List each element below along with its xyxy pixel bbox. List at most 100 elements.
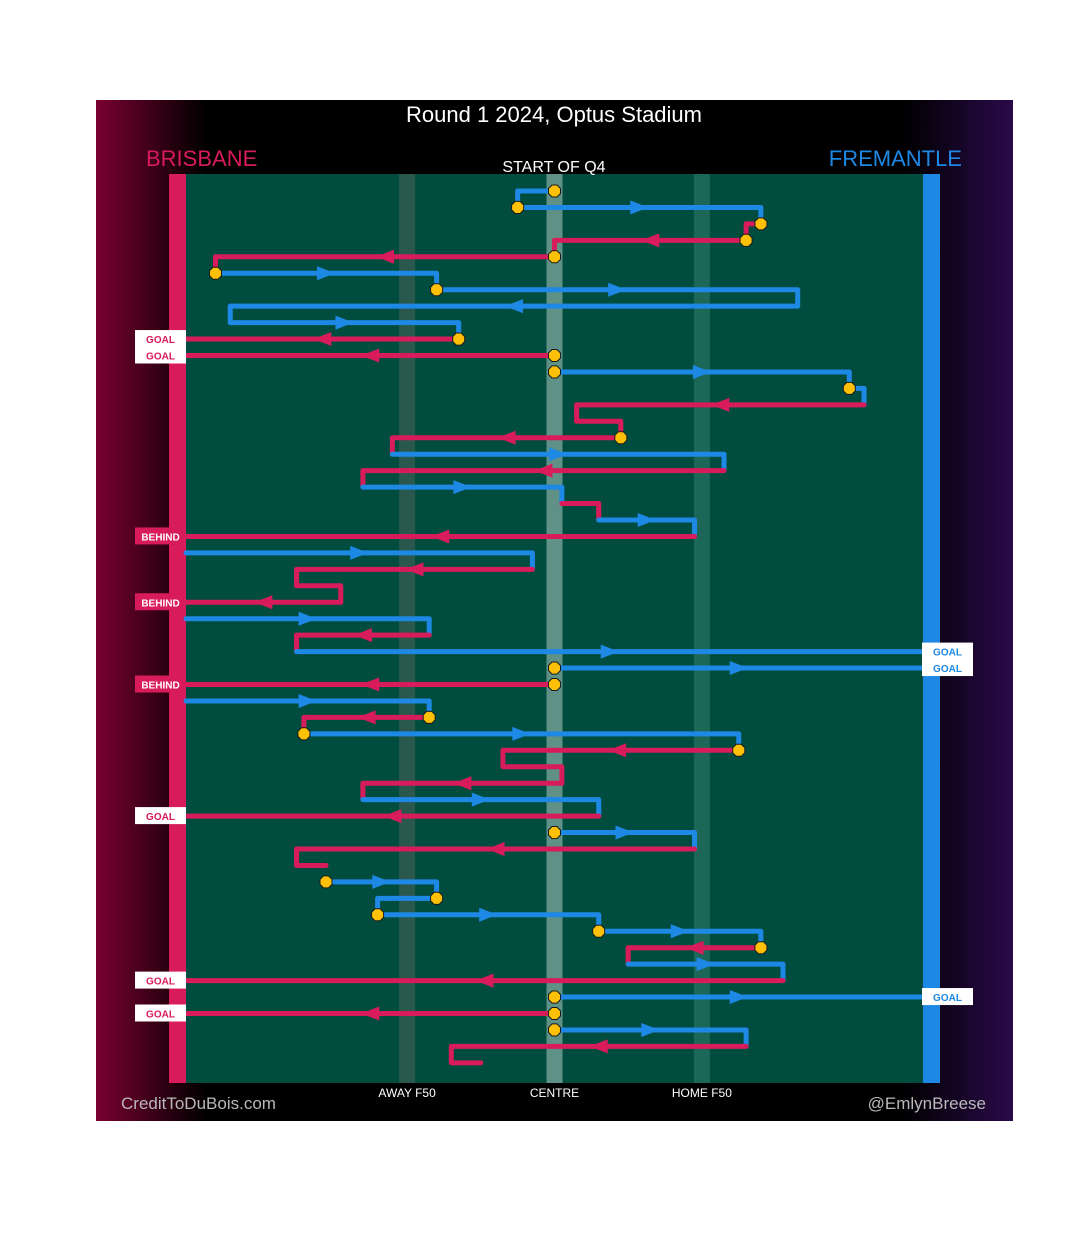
direction-arrow <box>383 809 402 824</box>
direction-arrow <box>361 348 380 363</box>
contest-marker <box>452 332 466 346</box>
direction-arrow <box>254 595 273 610</box>
outcome-label: GOAL <box>933 648 962 659</box>
contest-marker <box>614 431 628 445</box>
direction-arrow <box>608 282 627 297</box>
direction-arrow <box>696 957 715 972</box>
direction-arrow <box>630 200 649 215</box>
possession-chain-brisbane <box>559 501 602 523</box>
direction-arrow <box>298 693 317 708</box>
direction-arrow <box>711 397 730 412</box>
contest-marker <box>548 1023 561 1037</box>
team-label-fremantle: FREMANTLE <box>829 146 962 171</box>
field-line-centre <box>546 174 563 1083</box>
contest-marker <box>732 743 746 757</box>
direction-arrow <box>504 299 523 314</box>
x-tick-label: HOME F50 <box>672 1086 732 1100</box>
possession-chain-fremantle <box>596 517 698 539</box>
contest-marker <box>754 217 768 231</box>
outcome-badge <box>922 659 973 677</box>
direction-arrow <box>471 792 490 807</box>
outcome-badge <box>135 330 186 348</box>
contest-marker <box>739 233 753 247</box>
direction-arrow <box>479 907 498 922</box>
direction-arrow <box>670 924 689 939</box>
field-line-home-f50 <box>693 174 710 1083</box>
contest-marker <box>430 283 444 297</box>
direction-arrow <box>350 545 369 560</box>
contest-marker <box>754 941 768 955</box>
direction-arrow <box>615 825 634 840</box>
direction-arrow <box>549 447 568 462</box>
direction-arrow <box>685 940 704 955</box>
contest-marker <box>430 891 444 905</box>
chart-title: Round 1 2024, Optus Stadium <box>406 102 702 127</box>
contest-marker <box>842 381 856 395</box>
outcome-badge <box>922 988 973 1006</box>
outcome-badge <box>135 807 186 825</box>
outcome-label: BEHIND <box>141 532 179 543</box>
outcome-label: GOAL <box>933 993 962 1004</box>
contest-marker <box>548 1007 561 1020</box>
contest-marker <box>548 184 561 198</box>
possession-chain-fremantle <box>552 1027 749 1049</box>
direction-arrow <box>729 661 748 676</box>
possession-chain-brisbane <box>294 566 535 605</box>
contest-marker <box>297 727 311 741</box>
outcome-label: BEHIND <box>141 598 179 609</box>
direction-arrow <box>317 266 336 281</box>
outcome-badge <box>135 527 186 545</box>
outcome-label: GOAL <box>146 1010 175 1021</box>
outcome-label: BEHIND <box>141 681 179 692</box>
credit-right: @EmlynBreese <box>868 1094 986 1113</box>
outcome-badge <box>135 971 186 989</box>
direction-arrow <box>589 1039 608 1054</box>
direction-arrow <box>600 644 619 659</box>
possession-chain-brisbane <box>360 468 727 490</box>
possession-chain-fremantle <box>552 830 698 852</box>
outcome-label: GOAL <box>933 664 962 675</box>
direction-arrow <box>453 776 472 791</box>
possession-chain-brisbane <box>500 747 734 786</box>
contest-marker <box>548 661 561 675</box>
direction-arrow <box>453 480 472 495</box>
outcome-label: GOAL <box>146 352 175 363</box>
contest-marker <box>548 250 561 264</box>
possession-chain-brisbane <box>360 780 565 803</box>
contest-marker <box>548 826 561 840</box>
contest-marker <box>511 200 525 214</box>
x-tick-label: AWAY F50 <box>378 1086 436 1100</box>
possession-chain-fremantle <box>389 451 727 474</box>
direction-arrow <box>637 513 656 527</box>
contest-marker <box>592 924 606 938</box>
possession-chain-fremantle <box>625 961 786 984</box>
contest-marker <box>548 990 561 1004</box>
outcome-badge <box>135 346 186 364</box>
direction-arrow <box>372 874 391 889</box>
contest-marker <box>548 349 561 362</box>
direction-arrow <box>361 677 380 692</box>
direction-arrow <box>486 842 505 856</box>
contest-marker <box>319 875 333 889</box>
direction-arrow <box>534 463 553 478</box>
outcome-label: GOAL <box>146 977 175 988</box>
field-line-away-f50 <box>399 174 416 1083</box>
contest-marker <box>422 710 436 724</box>
credit-left: CreditToDuBois.com <box>121 1094 276 1113</box>
team-label-brisbane: BRISBANE <box>146 146 257 171</box>
possession-chain-brisbane <box>574 402 867 441</box>
direction-arrow <box>512 726 531 741</box>
possession-chain-fremantle <box>183 550 535 572</box>
possession-chain-fremantle <box>227 287 801 342</box>
direction-arrow <box>335 315 354 330</box>
contest-marker <box>548 365 561 379</box>
contest-marker <box>209 266 222 280</box>
possession-chain-brisbane <box>625 945 764 967</box>
outcome-label: GOAL <box>146 812 175 823</box>
direction-arrow <box>692 364 711 379</box>
x-tick-label: CENTRE <box>530 1086 579 1100</box>
direction-arrow <box>313 332 332 347</box>
outcome-badge <box>922 642 973 660</box>
direction-arrow <box>353 628 372 643</box>
